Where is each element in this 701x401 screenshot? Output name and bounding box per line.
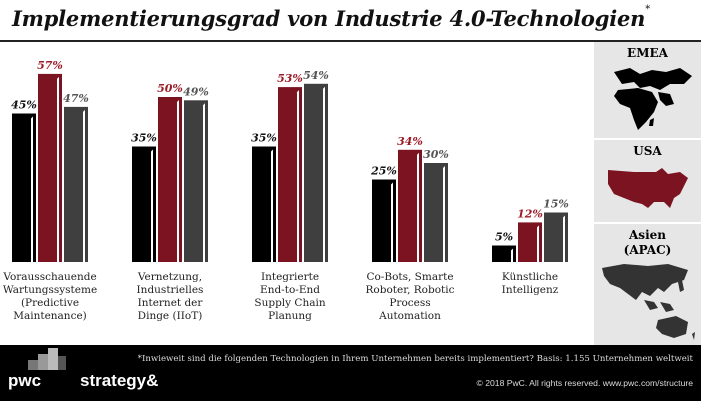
region-panel-apac: Asien (APAC) (594, 224, 701, 345)
title-footnote-mark: * (645, 4, 651, 15)
bar-4-emea (372, 179, 396, 262)
bar-chart: 45% 57% 47% 35% 50% 49% 35% 53% 54% 25% 34%30% 5% 12… (11, 59, 569, 263)
pwc-logo-mark (28, 348, 66, 370)
value-label-1-asien: 47% (63, 92, 89, 105)
footer-bar: pwc strategy& *Inwieweit sind die folgen… (0, 345, 701, 401)
value-label-2-asien: 49% (183, 85, 209, 98)
bar-3-emea (252, 146, 276, 262)
bar-2-asien (184, 100, 208, 262)
category-label-2: Vernetzung, Industrielles Internet der Ding… (136, 271, 204, 322)
value-label-1-emea: 45% (11, 99, 37, 112)
region-label-usa: USA (633, 144, 662, 158)
bar-3-usa (278, 87, 302, 262)
bar-1-emea (12, 113, 36, 262)
region-label-emea: EMEA (627, 46, 668, 60)
bar-1-asien (64, 106, 88, 263)
value-label-4-asien: 30% (423, 148, 449, 161)
bar-1-usa (38, 73, 62, 263)
bar-5-usa (518, 222, 542, 262)
value-label-3-usa: 53% (277, 72, 303, 85)
copyright-notice: © 2018 PwC. All rights reserved. www.pwc… (476, 378, 693, 388)
region-panel-emea: EMEA (594, 42, 701, 138)
bar-4-asien (424, 163, 448, 262)
value-label-4-usa: 34% (397, 135, 423, 148)
bar-4-usa (398, 149, 422, 262)
category-label-4: Co-Bots, Smarte Roboter, Robotic Process Au… (365, 271, 455, 322)
value-label-1-usa: 57% (37, 59, 63, 72)
value-label-4-emea: 25% (370, 165, 397, 178)
region-panel-usa: USA (594, 140, 701, 222)
asia-pacific-map (602, 264, 695, 340)
value-label-5-usa: 12% (517, 207, 543, 220)
usa-map (608, 168, 688, 208)
strategy-logo: strategy& (80, 371, 159, 390)
category-label-3: Integrierte End-to-End Supply Chain Planung (254, 271, 326, 322)
region-label-apac: Asien (APAC) (623, 228, 672, 257)
category-label-5: Künstliche Intelligenz (501, 271, 559, 296)
chart-title: Implementierungsgrad von Industrie 4.0-T… (12, 4, 651, 31)
footnote: *Inwieweit sind die folgenden Technologi… (137, 354, 693, 364)
value-label-2-usa: 50% (157, 82, 183, 95)
africa-europe-map (614, 68, 692, 130)
value-label-2-emea: 35% (131, 132, 157, 145)
bar-5-emea (492, 245, 516, 262)
value-label-3-asien: 54% (303, 69, 329, 82)
bar-5-asien (544, 212, 568, 262)
value-label-5-asien: 15% (543, 198, 569, 211)
value-label-5-emea: 5% (495, 231, 513, 244)
title-divider (0, 40, 701, 42)
bar-2-emea (132, 146, 156, 262)
pwc-logo: pwc (8, 371, 42, 390)
bar-2-usa (158, 97, 182, 262)
value-label-3-emea: 35% (251, 132, 277, 145)
category-label-1: Vorausschauende Wartungssysteme (Predictiv… (2, 271, 98, 322)
bar-3-asien (304, 83, 328, 262)
